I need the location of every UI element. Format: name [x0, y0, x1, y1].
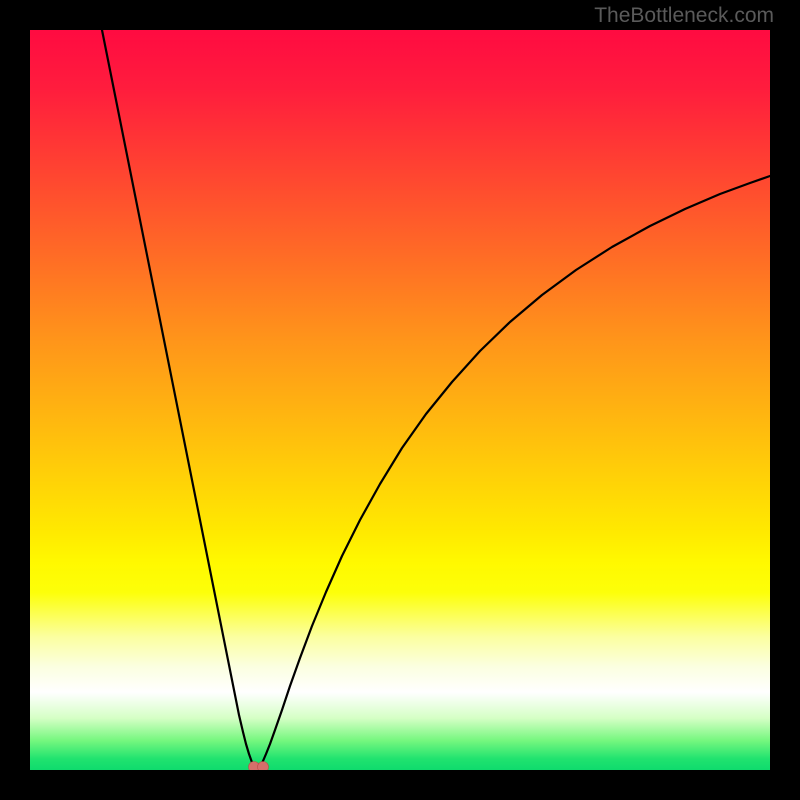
chart-frame: TheBottleneck.com	[0, 0, 800, 800]
plot-border	[25, 25, 775, 775]
branding-watermark: TheBottleneck.com	[594, 4, 774, 28]
